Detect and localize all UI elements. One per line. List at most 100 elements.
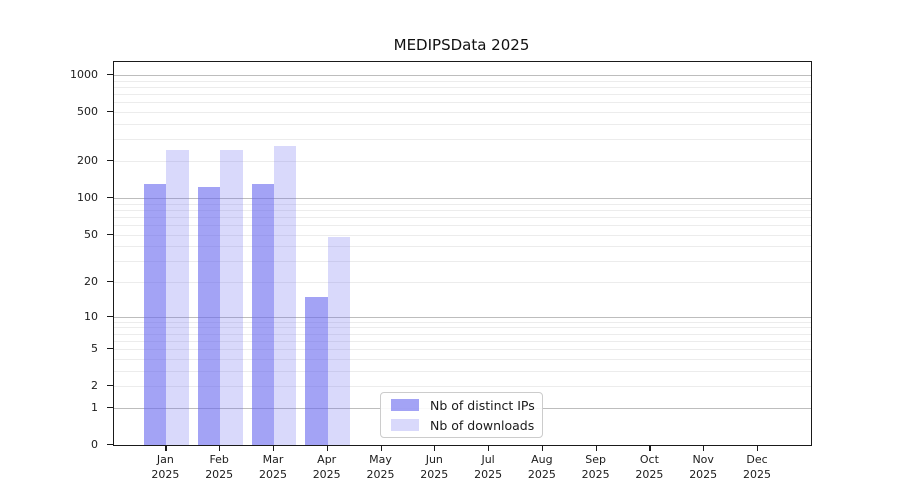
y-tick-label-200: 200 bbox=[77, 154, 98, 167]
x-tick-mark-may bbox=[380, 445, 382, 451]
x-tick-month: Feb bbox=[209, 453, 229, 466]
y-tick-mark-500 bbox=[107, 111, 113, 113]
gridline-major-1000 bbox=[114, 75, 811, 76]
y-tick-mark-1000 bbox=[107, 74, 113, 76]
gridline-minor-50 bbox=[114, 234, 811, 236]
x-tick-mark-sep bbox=[595, 445, 597, 451]
y-tick-label-5: 5 bbox=[91, 342, 98, 356]
y-tick-mark-200 bbox=[107, 160, 113, 162]
x-tick-mark-dec bbox=[757, 445, 759, 451]
y-tick-mark-100 bbox=[107, 196, 113, 199]
bar-downloads-jan bbox=[166, 150, 189, 445]
legend-label-downloads: Nb of downloads bbox=[430, 417, 535, 433]
x-tick-year: 2025 bbox=[635, 467, 664, 481]
gridline-minor-4 bbox=[114, 358, 811, 360]
gridline-minor-600 bbox=[114, 102, 811, 104]
gridline-minor-3 bbox=[114, 370, 811, 372]
x-tick-year: 2025 bbox=[312, 467, 341, 481]
x-tick-year: 2025 bbox=[259, 467, 287, 481]
y-tick-label-1: 1 bbox=[91, 400, 98, 414]
x-tick-label-may: May 2025 bbox=[351, 453, 411, 482]
plot-area bbox=[113, 61, 812, 446]
x-tick-label-sep: Sep 2025 bbox=[566, 453, 626, 482]
x-tick-label-jun: Jun 2025 bbox=[404, 453, 464, 482]
x-tick-label-aug: Aug 2025 bbox=[512, 453, 572, 482]
gridline-minor-500 bbox=[114, 112, 811, 114]
gridline-minor-700 bbox=[114, 94, 811, 96]
gridline-major-10 bbox=[114, 316, 811, 318]
x-tick-month: Sep bbox=[585, 453, 606, 466]
y-tick-label-100: 100 bbox=[77, 190, 98, 204]
x-tick-label-jul: Jul 2025 bbox=[458, 453, 518, 482]
x-tick-year: 2025 bbox=[151, 467, 180, 481]
x-tick-year: 2025 bbox=[527, 467, 556, 481]
legend-swatch-distinct-ips bbox=[391, 399, 419, 411]
y-tick-mark-1 bbox=[107, 406, 113, 409]
bar-distinct-ips-mar bbox=[251, 184, 274, 445]
x-tick-mark-apr bbox=[326, 445, 328, 451]
x-tick-mark-jan bbox=[165, 445, 167, 451]
y-tick-label-1000: 1000 bbox=[70, 68, 98, 81]
x-tick-month: Mar bbox=[262, 453, 284, 466]
chart-title: MEDIPSData 2025 bbox=[393, 36, 530, 54]
gridline-minor-300 bbox=[114, 139, 811, 141]
x-tick-year: 2025 bbox=[366, 467, 395, 481]
x-tick-label-mar: Mar 2025 bbox=[243, 453, 303, 482]
gridline-minor-5 bbox=[114, 349, 811, 351]
legend-item-distinct-ips: Nb of distinct IPs bbox=[391, 398, 542, 413]
legend-swatch-downloads bbox=[391, 419, 419, 431]
gridline-minor-900 bbox=[114, 80, 811, 82]
x-tick-month: May bbox=[369, 453, 392, 466]
legend-label-distinct-ips: Nb of distinct IPs bbox=[430, 397, 535, 413]
x-tick-label-oct: Oct 2025 bbox=[619, 453, 679, 482]
x-tick-year: 2025 bbox=[474, 467, 503, 481]
gridline-major-100 bbox=[114, 197, 811, 199]
x-tick-year: 2025 bbox=[743, 467, 771, 481]
bar-downloads-feb bbox=[220, 150, 243, 445]
y-tick-label-10: 10 bbox=[84, 309, 98, 323]
gridline-minor-80 bbox=[114, 209, 811, 211]
x-tick-month: Oct bbox=[639, 453, 659, 466]
gridline-minor-60 bbox=[114, 224, 811, 226]
y-tick-mark-10 bbox=[107, 315, 113, 317]
y-tick-mark-0 bbox=[107, 444, 113, 446]
gridline-minor-9 bbox=[114, 321, 811, 323]
legend-item-downloads: Nb of downloads bbox=[391, 418, 542, 433]
gridline-minor-6 bbox=[114, 340, 811, 342]
x-tick-label-nov: Nov 2025 bbox=[673, 453, 733, 482]
x-tick-mark-oct bbox=[649, 445, 651, 451]
x-tick-label-dec: Dec 2025 bbox=[727, 453, 787, 482]
gridline-minor-800 bbox=[114, 87, 811, 88]
x-tick-label-feb: Feb 2025 bbox=[189, 453, 249, 482]
gridline-minor-20 bbox=[114, 282, 811, 283]
y-tick-mark-50 bbox=[107, 233, 113, 235]
gridline-minor-90 bbox=[114, 203, 811, 205]
x-tick-mark-nov bbox=[703, 445, 705, 451]
x-tick-year: 2025 bbox=[420, 467, 449, 481]
x-tick-mark-mar bbox=[273, 445, 275, 451]
bar-downloads-apr bbox=[327, 236, 351, 445]
x-tick-month: Jun bbox=[425, 453, 443, 466]
y-tick-label-0: 0 bbox=[91, 438, 98, 451]
gridline-minor-8 bbox=[114, 327, 811, 329]
gridline-minor-7 bbox=[114, 333, 811, 335]
y-tick-label-50: 50 bbox=[84, 227, 98, 241]
x-tick-month: Nov bbox=[692, 453, 714, 466]
bar-downloads-mar bbox=[274, 146, 297, 445]
y-tick-mark-5 bbox=[107, 348, 113, 350]
x-tick-month: Jan bbox=[156, 453, 174, 466]
gridline-minor-40 bbox=[114, 246, 811, 248]
x-tick-month: Aug bbox=[531, 453, 553, 466]
y-tick-mark-2 bbox=[107, 385, 113, 387]
gridline-minor-200 bbox=[114, 161, 811, 162]
gridline-minor-30 bbox=[114, 261, 811, 263]
y-tick-label-20: 20 bbox=[84, 275, 98, 288]
bar-distinct-ips-jan bbox=[144, 183, 167, 445]
x-tick-mark-jul bbox=[488, 445, 490, 451]
x-tick-mark-aug bbox=[541, 445, 544, 451]
x-tick-label-jan: Jan 2025 bbox=[135, 453, 195, 482]
x-tick-mark-jun bbox=[434, 445, 436, 451]
bar-distinct-ips-apr bbox=[305, 296, 328, 445]
x-tick-mark-feb bbox=[219, 445, 221, 451]
bar-distinct-ips-feb bbox=[197, 186, 221, 445]
